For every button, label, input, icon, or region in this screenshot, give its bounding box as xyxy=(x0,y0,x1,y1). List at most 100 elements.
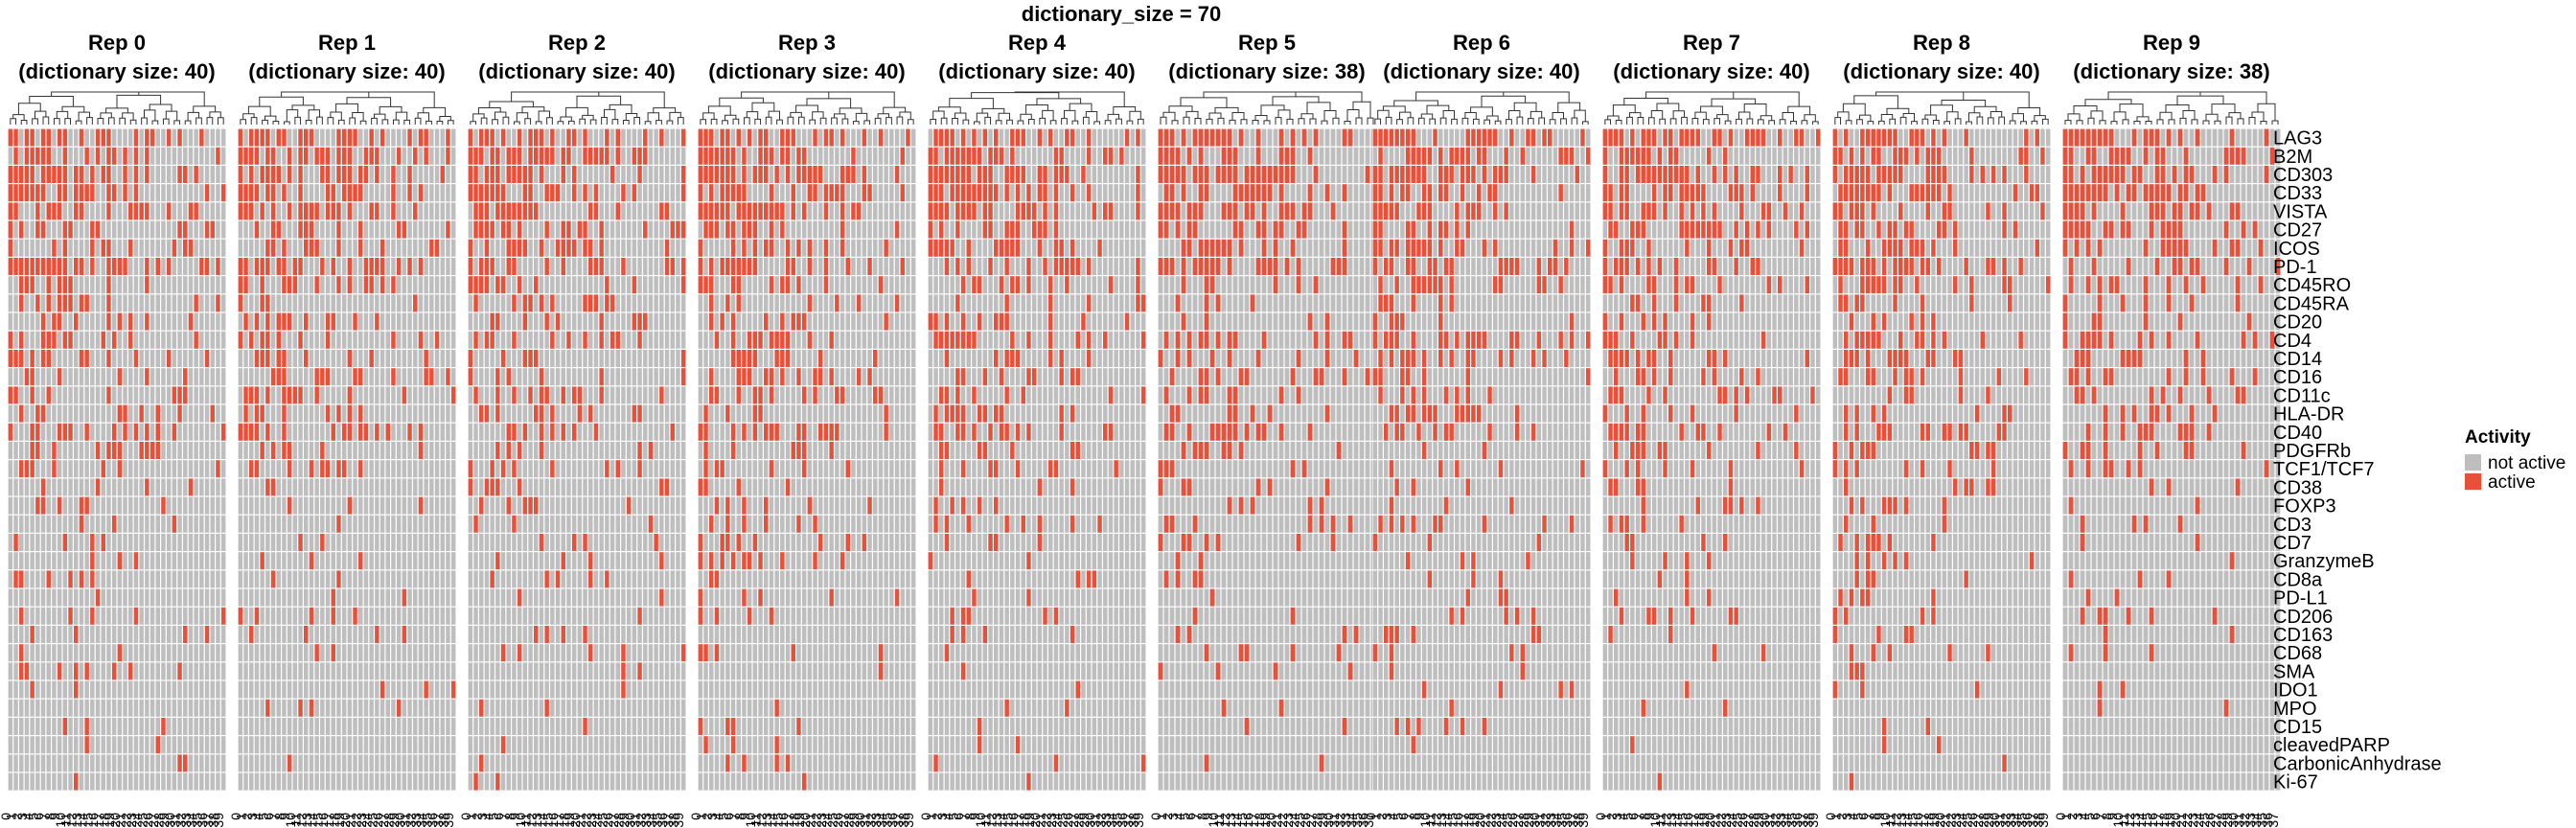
heatmap-cell xyxy=(391,736,396,754)
dendrogram-branch xyxy=(609,104,632,114)
heatmap-cell xyxy=(774,276,779,294)
heatmap-cell xyxy=(325,386,331,404)
dendrogram-branch xyxy=(743,117,750,125)
heatmap-cell xyxy=(566,478,571,496)
heatmap-cell xyxy=(637,680,642,699)
heatmap-cell xyxy=(429,460,434,478)
heatmap-cell xyxy=(534,515,539,533)
heatmap-cell xyxy=(150,404,155,423)
heatmap-cell xyxy=(632,515,637,533)
heatmap-cell xyxy=(79,699,84,717)
heatmap-cell xyxy=(676,423,680,441)
heatmap-cell xyxy=(145,312,150,331)
heatmap-cell xyxy=(648,220,654,239)
heatmap-cell xyxy=(24,736,30,754)
heatmap-cell xyxy=(588,220,593,239)
heatmap-cell xyxy=(314,460,319,478)
heatmap-cell xyxy=(500,294,506,312)
heatmap-cell xyxy=(90,386,95,404)
heatmap-cell xyxy=(637,626,642,643)
column-label: 19 xyxy=(102,813,117,828)
heatmap-cell xyxy=(380,772,385,791)
heatmap-cell xyxy=(123,312,127,331)
heatmap-cell xyxy=(418,128,424,147)
heatmap-cell xyxy=(57,368,62,386)
dendrogram-branch xyxy=(732,118,740,125)
heatmap-cell xyxy=(249,680,254,699)
heatmap-cell xyxy=(664,772,670,791)
column-label: 31 xyxy=(628,813,643,828)
heatmap-cell xyxy=(517,736,522,754)
heatmap-cell xyxy=(62,202,68,220)
heatmap-cell xyxy=(490,680,494,699)
heatmap-cell xyxy=(320,331,325,349)
heatmap-cell xyxy=(610,350,615,367)
heatmap-cell xyxy=(659,166,664,183)
heatmap-cell xyxy=(380,128,385,147)
heatmap-cell xyxy=(260,368,264,386)
heatmap-cell xyxy=(79,736,84,754)
heatmap-cell xyxy=(528,128,533,147)
heatmap-cell xyxy=(139,515,144,533)
heatmap-cell xyxy=(238,680,243,699)
heatmap-cell xyxy=(358,607,363,625)
column-label: 1 xyxy=(464,813,479,820)
heatmap-cell xyxy=(238,699,243,717)
column-label: 14 xyxy=(75,813,90,828)
heatmap-cell xyxy=(325,276,331,294)
heatmap-cell xyxy=(309,202,314,220)
heatmap-cell xyxy=(249,662,254,680)
heatmap-cell xyxy=(605,662,610,680)
column-label: 37 xyxy=(430,813,446,828)
heatmap-cell xyxy=(30,607,34,625)
heatmap-cell xyxy=(440,312,445,331)
heatmap-cell xyxy=(450,350,456,367)
heatmap-cell xyxy=(183,570,188,588)
heatmap-cell xyxy=(150,699,155,717)
heatmap-cell xyxy=(479,386,484,404)
heatmap-cell xyxy=(46,350,51,367)
heatmap-cell xyxy=(468,570,473,588)
heatmap-cell xyxy=(577,184,583,202)
heatmap-cell xyxy=(413,368,418,386)
heatmap-cell xyxy=(369,644,374,662)
heatmap-cell xyxy=(418,515,424,533)
heatmap-cell xyxy=(336,386,341,404)
heatmap-cell xyxy=(484,220,490,239)
heatmap-cell xyxy=(199,276,204,294)
heatmap-cell xyxy=(260,496,264,515)
heatmap-cell xyxy=(265,754,270,772)
heatmap-cell xyxy=(24,515,30,533)
heatmap-cell xyxy=(139,331,144,349)
heatmap-cell xyxy=(512,680,517,699)
heatmap-cell xyxy=(194,736,198,754)
dendrogram-branch xyxy=(129,119,137,125)
heatmap-cell xyxy=(648,478,654,496)
dendrogram-branch xyxy=(653,107,677,113)
heatmap-cell xyxy=(632,626,637,643)
heatmap-cell xyxy=(479,644,484,662)
heatmap-cell xyxy=(670,258,675,275)
heatmap-cell xyxy=(287,294,292,312)
heatmap-cell xyxy=(331,423,335,441)
heatmap-cell xyxy=(325,754,331,772)
heatmap-cell xyxy=(276,699,281,717)
heatmap-cell xyxy=(676,478,680,496)
heatmap-cell xyxy=(282,239,287,257)
heatmap-cell xyxy=(304,442,309,459)
heatmap-cell xyxy=(57,478,62,496)
heatmap-cell xyxy=(210,534,215,551)
heatmap-cell xyxy=(583,699,587,717)
dendrogram-branch xyxy=(886,117,892,125)
dendrogram-branch xyxy=(206,117,214,125)
heatmap-cell xyxy=(353,552,357,570)
heatmap-cell xyxy=(353,478,357,496)
heatmap-cell xyxy=(188,294,194,312)
heatmap-cell xyxy=(177,607,182,625)
heatmap-cell xyxy=(506,350,511,367)
heatmap-cell xyxy=(385,331,390,349)
heatmap-cell xyxy=(780,276,785,294)
heatmap-cell xyxy=(369,312,374,331)
heatmap-cell xyxy=(161,534,166,551)
heatmap-cell xyxy=(571,662,577,680)
